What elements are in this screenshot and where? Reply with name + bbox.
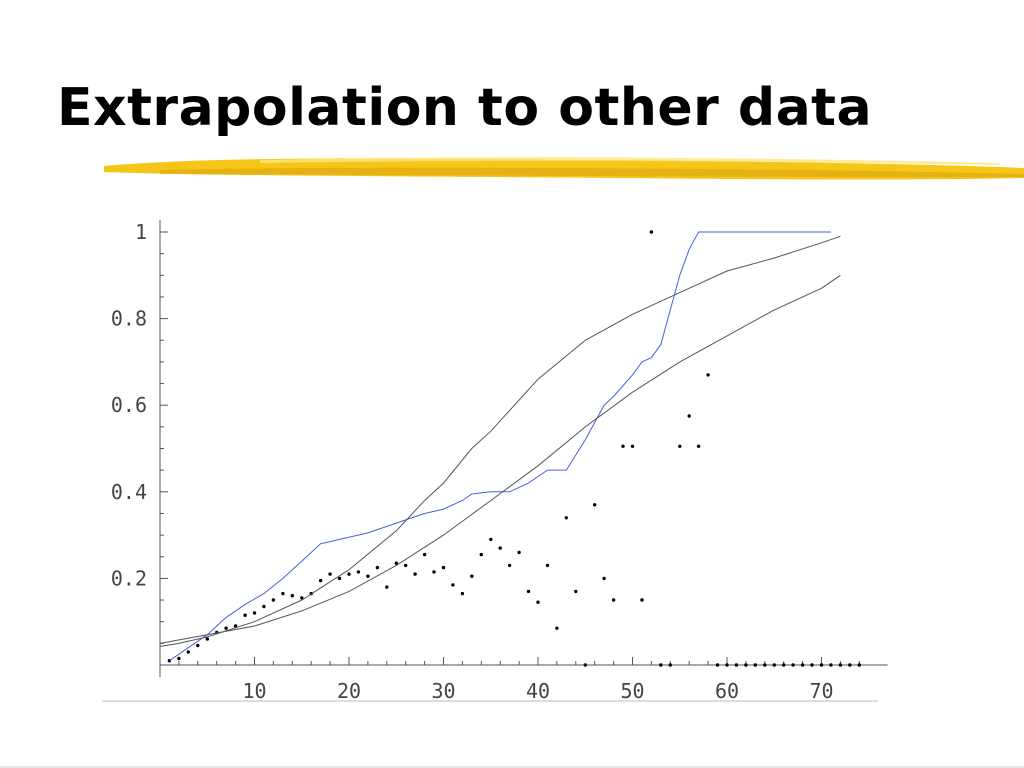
x-tick-label: 70 [809, 679, 833, 703]
series-line-1 [169, 231, 831, 662]
scatter-point [404, 563, 408, 568]
y-tick-label: 0.4 [111, 480, 147, 504]
scatter-point [271, 598, 276, 602]
scatter-point [356, 570, 361, 574]
scatter-point [696, 444, 701, 448]
scatter-point [205, 637, 209, 641]
scatter-point [460, 591, 465, 596]
scatter-point [621, 444, 625, 448]
scatter-point [262, 604, 266, 609]
x-tick-label: 20 [337, 679, 361, 703]
scatter-point [555, 626, 559, 630]
scatter-point [498, 546, 502, 550]
axes [102, 220, 888, 702]
scatter-point [602, 576, 606, 581]
scatter-point [394, 561, 398, 565]
scatter-point [186, 650, 190, 654]
brushstroke-shade [160, 167, 1024, 178]
x-tick-label: 50 [620, 679, 644, 703]
scatter-point [649, 230, 654, 234]
y-tick-label: 0.2 [111, 566, 147, 590]
scatter-point [611, 598, 616, 602]
scatter-point [838, 663, 843, 667]
title-underline-brushstroke [104, 157, 1024, 180]
scatter-point [753, 663, 757, 667]
scatter-point [385, 585, 389, 589]
scatter-point [233, 624, 238, 628]
scatter-point [829, 663, 833, 667]
scatter-point [375, 565, 380, 570]
scatter-point [857, 663, 861, 667]
scatter-point [318, 578, 323, 583]
scatter-point [734, 663, 739, 667]
y-tick-label: 0.8 [111, 307, 147, 331]
scatter-point [791, 663, 795, 667]
x-tick-label: 30 [431, 679, 455, 703]
scatter-point [300, 596, 304, 600]
scatter-point [489, 537, 493, 542]
scatter-point [347, 572, 351, 576]
scatter-point [678, 444, 682, 448]
scatter-point [545, 563, 550, 568]
scatter-point [744, 663, 748, 667]
tick-labels: 10 20 30 40 50 60 70 0.2 0.4 0.6 0.8 1 [111, 220, 834, 703]
scatter-point [630, 444, 635, 448]
scatter-point [819, 663, 824, 667]
scatter-point [517, 550, 521, 555]
scatter-point [243, 613, 247, 617]
scatter-point [800, 663, 805, 667]
scatter-point [507, 563, 512, 568]
scatter-point [451, 583, 455, 587]
scatter-point [564, 516, 568, 520]
brushstroke-highlight [260, 157, 1000, 165]
scatter-point [290, 594, 294, 598]
footer-rule [0, 766, 1024, 768]
scatter-point [177, 656, 181, 661]
scatter-point [593, 503, 597, 507]
scatter-point [441, 565, 446, 570]
series-line-2 [159, 235, 841, 647]
scatter-point [479, 552, 483, 557]
scatter-point [725, 663, 729, 667]
scatter-point [196, 643, 200, 648]
scatter-point [687, 414, 691, 418]
plot-area [159, 230, 861, 667]
x-tick-label: 40 [526, 679, 550, 703]
y-tick-label: 0.6 [111, 393, 147, 417]
scatter-point [526, 589, 531, 594]
scatter-point [413, 572, 417, 576]
scatter-point [659, 663, 663, 667]
slide-title: Extrapolation to other data [57, 78, 873, 138]
y-tick-label: 1 [135, 220, 147, 244]
scatter-point [337, 576, 342, 581]
scatter-point [763, 663, 767, 667]
series-line-3 [159, 274, 841, 644]
scatter-point [281, 591, 285, 596]
scatter-point [668, 663, 672, 667]
scatter-point [772, 663, 776, 667]
scatter-point [252, 611, 257, 615]
scatter-point [640, 598, 644, 602]
x-tick-label: 10 [242, 679, 266, 703]
scatter-point [328, 572, 332, 576]
scatter-point [422, 552, 427, 557]
scatter-point [810, 663, 814, 667]
scatter-point [848, 663, 852, 667]
scatter-point [782, 663, 786, 667]
x-tick-label: 60 [715, 679, 739, 703]
scatter-point [470, 574, 474, 578]
scatter-point [583, 663, 587, 667]
scatter-point [706, 373, 710, 377]
scatter-point [536, 600, 540, 604]
scatter-point [224, 626, 228, 630]
scatter-point [432, 570, 436, 574]
scatter-point [366, 574, 370, 578]
scatter-point [715, 663, 720, 667]
scatter-point [574, 589, 578, 594]
